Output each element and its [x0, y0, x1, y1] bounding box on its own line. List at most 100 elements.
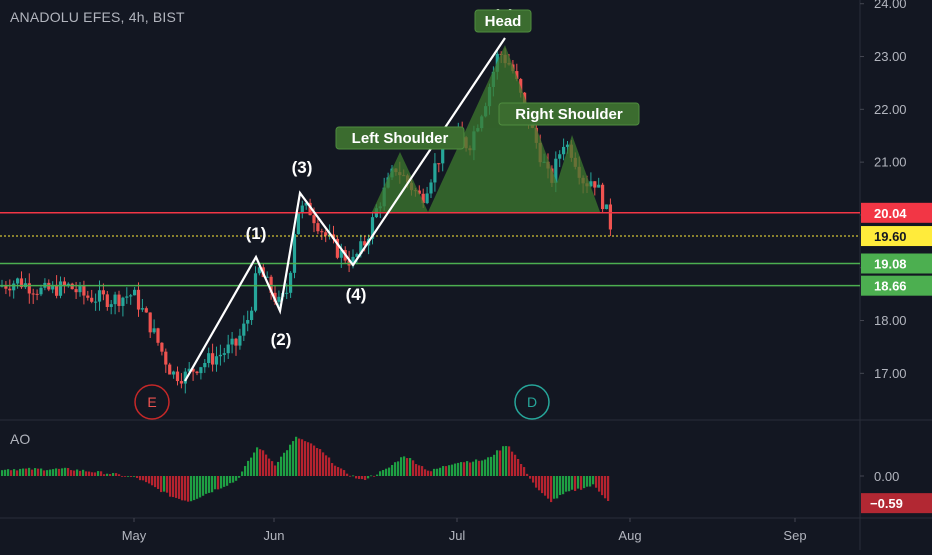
x-tick-label: Jun [264, 528, 285, 543]
price-level-tag [861, 253, 932, 274]
ao-bar [208, 476, 211, 493]
candle-body [312, 215, 316, 224]
ao-bar [376, 474, 379, 476]
ao-bar [601, 476, 604, 496]
candle-body [191, 368, 195, 372]
event-circle-marker [514, 384, 550, 420]
candle-body [101, 290, 105, 295]
ao-bar [571, 476, 574, 490]
ao-bar [430, 471, 433, 476]
ao-bar [298, 438, 301, 476]
price-level-label: 19.08 [874, 257, 907, 272]
candle-body [519, 79, 523, 93]
ao-bar [391, 464, 394, 476]
ao-bar [181, 476, 184, 501]
ao-bar [412, 460, 415, 476]
candle-body [55, 284, 59, 296]
ao-bar [139, 476, 142, 481]
candle-body [211, 353, 215, 365]
ao-bar [70, 470, 73, 476]
candle-body [234, 338, 238, 346]
candle-body [562, 146, 566, 155]
head-and-shoulders-pattern [372, 45, 600, 212]
ao-bar [193, 476, 196, 501]
ao-bar [34, 468, 37, 476]
candle-body [246, 320, 250, 324]
candle-body [105, 294, 109, 307]
wave-label: (4) [346, 285, 367, 304]
candle-body [113, 294, 117, 305]
candle-body [604, 204, 609, 210]
ao-bar [586, 476, 589, 487]
ao-bar [379, 471, 382, 476]
ao-bar [280, 456, 283, 476]
ao-bar [406, 458, 409, 476]
ao-bar [253, 452, 256, 476]
ao-bar [241, 471, 244, 476]
ao-bar [313, 445, 316, 476]
ao-bar [544, 476, 547, 496]
ao-bar [466, 461, 469, 476]
ao-bar [1, 470, 4, 476]
y-tick-label: 21.00 [874, 155, 907, 170]
ao-bar [535, 476, 538, 488]
ao-bar [100, 471, 103, 476]
candle-body [608, 204, 612, 230]
ao-bar [607, 476, 610, 501]
candle-body [152, 328, 156, 333]
ao-bar [454, 463, 457, 476]
ao-bar [499, 450, 502, 476]
ao-bar [481, 460, 484, 476]
ao-bar [274, 465, 277, 476]
ao-bar [10, 470, 13, 476]
candle-body [296, 212, 300, 235]
ao-bar [175, 476, 178, 498]
ao-bar [445, 466, 448, 476]
ao-zero-label: 0.00 [874, 469, 899, 484]
ao-bar [289, 444, 292, 476]
ao-bar [40, 468, 43, 476]
ao-bar [487, 457, 490, 476]
candle-body [27, 283, 31, 294]
ao-bar [547, 476, 550, 499]
ao-bar [157, 476, 160, 489]
ao-bar [4, 469, 7, 476]
ao-bar [397, 461, 400, 476]
ao-bar [97, 471, 100, 476]
candle-body [437, 163, 441, 165]
candle-body [97, 290, 102, 302]
candle-body [12, 283, 16, 291]
ao-bar [526, 473, 529, 476]
ao-bar [127, 476, 130, 477]
candle-body [269, 276, 273, 293]
candle-body [593, 181, 597, 188]
candle-body [66, 283, 70, 286]
candle-body [78, 285, 82, 293]
ao-bar [214, 476, 217, 490]
ao-bar [220, 476, 223, 489]
ao-bar [115, 473, 118, 476]
ao-bar [22, 468, 25, 476]
ao-bar [349, 475, 352, 477]
candle-body [86, 295, 90, 298]
price-level-tag [861, 202, 932, 223]
candle-body [187, 368, 191, 372]
ao-bar [400, 457, 403, 476]
ao-bar [517, 459, 520, 476]
ao-bar [94, 472, 97, 476]
candle-body [51, 284, 55, 290]
candle-body [335, 238, 339, 258]
ao-bar [52, 469, 55, 476]
ao-bar [538, 476, 541, 491]
ao-bar [361, 476, 364, 480]
candle-body [238, 335, 242, 346]
ao-bar [55, 468, 58, 476]
candle-body [355, 253, 359, 257]
ao-bar [352, 475, 355, 477]
ao-bar [565, 476, 568, 492]
ao-bar [46, 470, 49, 476]
candle-body [35, 293, 39, 295]
